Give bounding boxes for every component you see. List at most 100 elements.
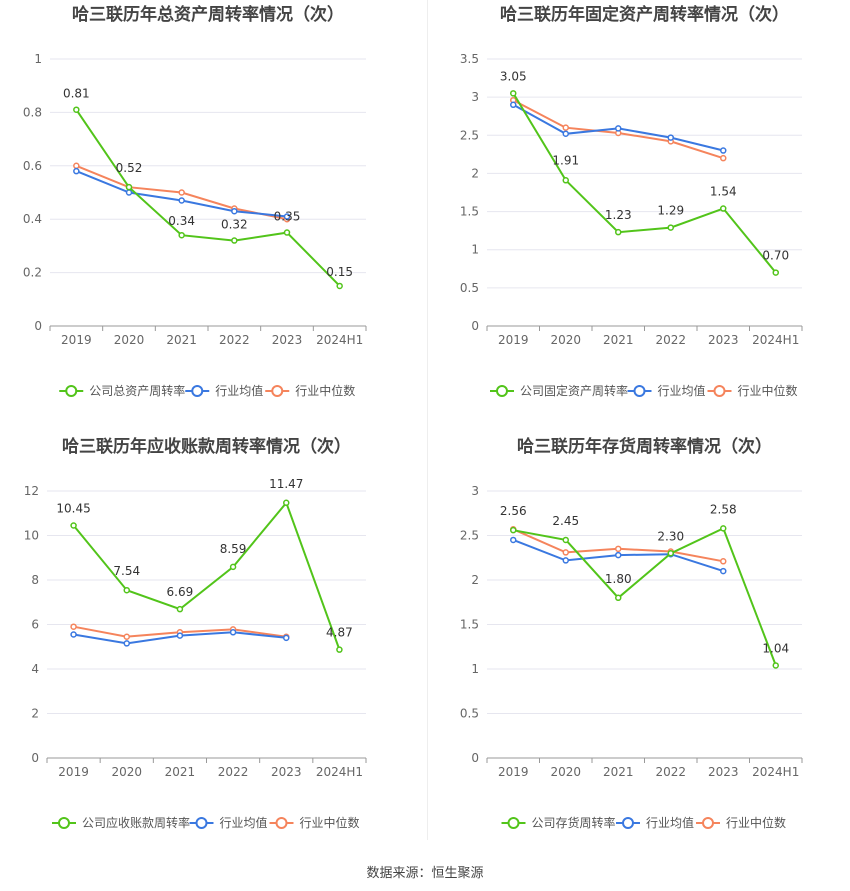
data-point-company — [123, 586, 130, 594]
y-tick-label: 0.6 — [23, 159, 42, 173]
y-tick-label: 1 — [34, 52, 42, 66]
data-label: 4.87 — [326, 626, 353, 640]
data-point-median — [178, 189, 185, 196]
data-point-average — [176, 632, 184, 639]
x-tick-label: 2023 — [272, 333, 303, 347]
data-point-company — [667, 224, 674, 231]
data-point-average — [283, 213, 291, 220]
chart-panel-receivables-turnover: 哈三联历年应收账款周转率情况（次） 0 2 4 6 8 10 12 2019 2020 2021 20… — [0, 432, 425, 862]
data-label: 2.56 — [500, 504, 527, 518]
legend-swatch-marker — [702, 817, 714, 829]
x-tick-label: 2019 — [61, 333, 92, 347]
x-tick-label: 2019 — [498, 765, 529, 779]
legend-label: 行业均值 — [220, 815, 268, 830]
panel-divider — [427, 0, 428, 840]
data-point-median — [615, 545, 622, 553]
legend-swatch-marker — [507, 817, 520, 829]
chart-title: 哈三联历年固定资产周转率情况（次） — [500, 4, 789, 25]
data-label: 0.52 — [116, 161, 143, 175]
y-tick-label: 0.4 — [23, 212, 42, 226]
y-tick-label: 12 — [24, 484, 39, 498]
data-point-average — [510, 536, 517, 544]
y-tick-label: 4 — [31, 662, 39, 676]
data-label: 1.04 — [762, 641, 789, 655]
x-tick-label: 2024H1 — [316, 333, 363, 347]
data-point-average — [667, 134, 674, 141]
x-tick-label: 2021 — [165, 765, 196, 779]
data-point-average — [615, 125, 622, 132]
legend-swatch-marker — [58, 817, 70, 829]
legend-label: 行业均值 — [658, 383, 706, 398]
data-point-company — [73, 106, 80, 113]
data-point-average — [562, 130, 569, 138]
series-line-company — [513, 527, 777, 666]
data-label: 0.34 — [168, 214, 195, 228]
y-tick-label: 0.5 — [460, 707, 479, 721]
x-tick-label: 2022 — [655, 765, 686, 779]
data-point-company — [772, 269, 779, 276]
data-point-average — [720, 147, 727, 154]
y-tick-label: 3 — [471, 90, 479, 104]
x-tick-label: 2024H1 — [752, 333, 799, 347]
chart-title: 哈三联历年总资产周转率情况（次） — [72, 4, 344, 25]
x-tick-label: 2023 — [708, 765, 739, 779]
legend-label: 公司应收账款周转率 — [82, 815, 190, 830]
x-tick-label: 2020 — [111, 765, 142, 779]
data-label: 10.45 — [56, 501, 90, 515]
data-point-company — [772, 662, 779, 669]
y-tick-label: 0.8 — [23, 105, 42, 119]
legend-swatch-marker — [191, 385, 204, 397]
data-label: 8.59 — [220, 542, 247, 556]
data-label: 2.58 — [710, 502, 737, 516]
data-point-company — [70, 522, 77, 529]
chart-title: 哈三联历年存货周转率情况（次） — [517, 436, 772, 457]
y-tick-label: 3 — [471, 484, 479, 498]
data-label: 7.54 — [113, 564, 140, 578]
y-tick-label: 1 — [471, 662, 479, 676]
data-label: 11.47 — [269, 477, 303, 491]
y-tick-label: 0 — [471, 751, 479, 765]
x-tick-label: 2023 — [708, 333, 739, 347]
y-tick-label: 0.2 — [23, 266, 42, 280]
x-tick-label: 2020 — [550, 333, 581, 347]
x-tick-label: 2022 — [218, 765, 249, 779]
chart-title: 哈三联历年应收账款周转率情况（次） — [62, 436, 351, 457]
data-point-company — [562, 177, 569, 184]
data-point-median — [123, 633, 130, 640]
chart-svg: 哈三联历年固定资产周转率情况（次） 0 0.5 1 1.5 2 2.5 3 3.5 2019 202… — [460, 4, 803, 398]
legend-label: 行业均值 — [646, 815, 694, 830]
y-tick-label: 2 — [471, 166, 479, 180]
x-tick-label: 2024H1 — [752, 765, 799, 779]
y-tick-label: 1.5 — [460, 205, 479, 219]
data-point-median — [562, 549, 569, 556]
y-tick-label: 10 — [24, 529, 39, 543]
y-tick-label: 8 — [31, 573, 39, 587]
data-point-median — [720, 558, 727, 565]
x-tick-label: 2022 — [655, 333, 686, 347]
data-label: 1.54 — [710, 185, 737, 199]
legend-label: 行业中位数 — [295, 383, 355, 398]
y-tick-label: 0 — [34, 319, 42, 333]
data-point-company — [125, 183, 133, 191]
legend-swatch-marker — [195, 817, 208, 829]
legend-swatch-marker — [713, 385, 726, 397]
legend-swatch-marker — [65, 385, 78, 397]
data-label: 1.91 — [552, 153, 579, 167]
y-tick-label: 2.5 — [460, 128, 479, 142]
legend-label: 行业中位数 — [738, 383, 798, 398]
y-tick-label: 1.5 — [460, 618, 479, 632]
data-point-company — [231, 237, 238, 244]
legend-swatch-marker — [496, 385, 508, 397]
y-tick-label: 0.5 — [460, 281, 479, 295]
data-point-company — [667, 550, 674, 557]
y-tick-label: 2 — [471, 573, 479, 587]
series-line-company — [75, 109, 341, 287]
data-point-average — [125, 189, 133, 196]
data-point-company — [176, 605, 184, 613]
y-tick-label: 2 — [31, 707, 39, 721]
data-label: 0.32 — [221, 218, 248, 232]
data-label: 6.69 — [167, 585, 194, 599]
data-point-company — [615, 228, 622, 236]
x-tick-label: 2024H1 — [316, 765, 363, 779]
